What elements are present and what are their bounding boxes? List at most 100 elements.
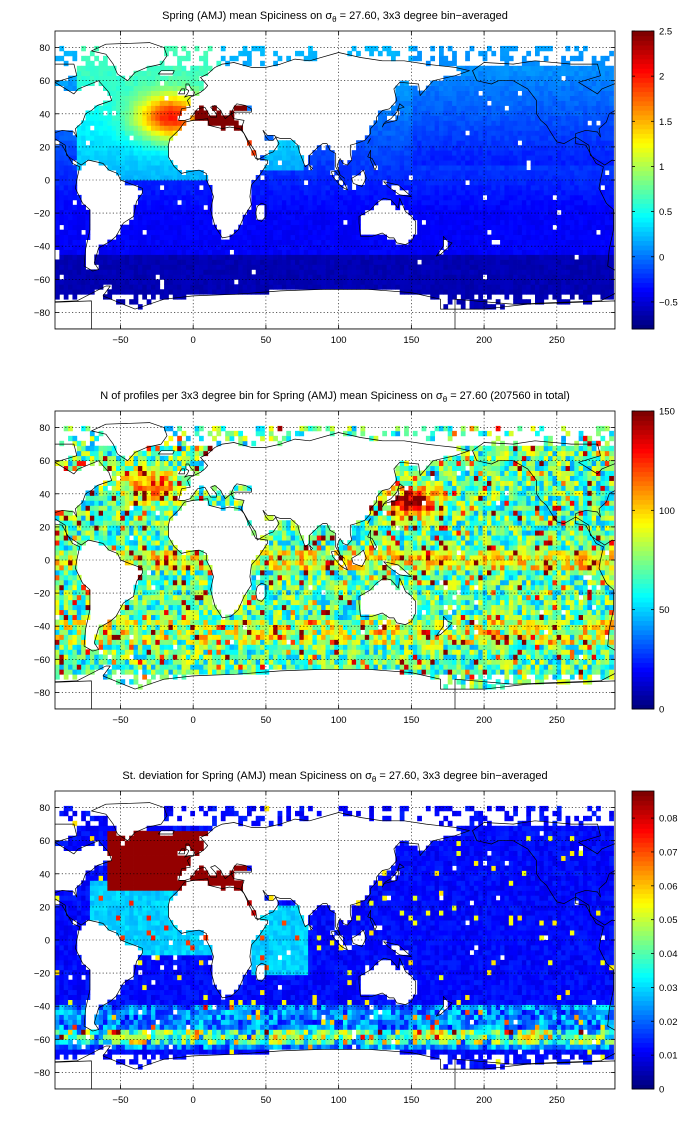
- bin-cell: [430, 184, 436, 191]
- bin-cell: [329, 244, 335, 250]
- bin-cell: [600, 65, 606, 72]
- bin-cell: [233, 55, 239, 62]
- bin-cell: [290, 170, 296, 176]
- bin-cell: [443, 85, 449, 91]
- bin-cell: [89, 150, 95, 156]
- bin-cell: [569, 150, 575, 156]
- bin-cell: [107, 279, 113, 285]
- bin-cell: [574, 120, 580, 126]
- bin-cell: [181, 259, 187, 265]
- bin-cell: [487, 45, 492, 52]
- bin-cell: [443, 55, 449, 62]
- bin-cell: [338, 234, 344, 240]
- bin-cell: [81, 279, 86, 285]
- bin-cell: [281, 259, 287, 265]
- bin-cell: [290, 209, 296, 216]
- bin-cell: [63, 204, 69, 211]
- bin-cell: [395, 274, 401, 280]
- bin-cell: [530, 264, 536, 270]
- bin-cell: [513, 219, 518, 226]
- bin-cell: [59, 244, 65, 250]
- bin-cell: [495, 120, 501, 126]
- bin-cell: [172, 120, 178, 126]
- bin-cell: [395, 115, 401, 121]
- bin-cell: [264, 209, 270, 216]
- bin-cell: [543, 100, 549, 106]
- bin-cell: [199, 239, 204, 245]
- bin-cell: [264, 219, 270, 226]
- bin-cell: [421, 125, 427, 131]
- bin-cell: [395, 249, 401, 255]
- bin-cell: [216, 264, 222, 270]
- bin-cell: [199, 204, 204, 211]
- bin-cell: [526, 189, 532, 196]
- bin-cell: [583, 294, 588, 300]
- bin-cell: [447, 130, 453, 136]
- bin-cell: [565, 214, 571, 221]
- bin-cell: [251, 239, 257, 245]
- bin-cell: [591, 254, 597, 260]
- bin-cell: [81, 204, 86, 211]
- bin-cell: [260, 244, 265, 250]
- bin-cell: [120, 249, 126, 255]
- bin-cell: [425, 85, 431, 91]
- bin-cell: [155, 184, 161, 191]
- bin-cell: [63, 135, 69, 141]
- bin-cell: [425, 274, 431, 280]
- bin-cell: [199, 194, 204, 201]
- bin-cell: [508, 254, 514, 260]
- bin-cell: [347, 209, 353, 216]
- bin-cell: [177, 279, 182, 285]
- bin-cell: [500, 95, 505, 101]
- bin-cell: [412, 115, 418, 121]
- bin-cell: [425, 264, 431, 270]
- bin-cell: [578, 110, 584, 116]
- bin-cell: [596, 80, 601, 87]
- bin-cell: [76, 125, 82, 131]
- bin-cell: [120, 125, 126, 131]
- bin-cell: [600, 239, 606, 245]
- bin-cell: [351, 234, 357, 240]
- bin-cell: [159, 214, 165, 221]
- bin-cell: [133, 175, 139, 181]
- bin-cell: [569, 279, 575, 285]
- bin-cell: [404, 170, 409, 176]
- bin-cell: [412, 239, 418, 245]
- bin-cell: [443, 194, 449, 201]
- bin-cell: [63, 294, 69, 300]
- bin-cell: [85, 120, 91, 126]
- bin-cell: [604, 184, 610, 191]
- bin-cell: [277, 199, 283, 206]
- bin-cell: [194, 289, 200, 295]
- bin-cell: [395, 160, 401, 166]
- bin-cell: [591, 244, 597, 250]
- bin-cell: [609, 244, 614, 250]
- bin-cell: [255, 264, 261, 270]
- bin-cell: [530, 135, 536, 141]
- bin-cell: [521, 284, 527, 290]
- bin-cell: [473, 264, 479, 270]
- bin-cell: [290, 150, 296, 156]
- bin-cell: [168, 279, 174, 285]
- bin-cell: [556, 120, 562, 126]
- bin-cell: [172, 234, 178, 240]
- bin-cell: [473, 234, 479, 240]
- bin-cell: [609, 105, 614, 111]
- bin-cell: [513, 279, 518, 285]
- bin-cell: [312, 199, 318, 206]
- bin-cell: [482, 75, 488, 82]
- bin-cell: [452, 259, 457, 265]
- bin-cell: [68, 160, 73, 166]
- bin-cell: [513, 125, 518, 131]
- bin-cell: [151, 189, 156, 196]
- bin-cell: [334, 254, 340, 260]
- bin-cell: [273, 229, 278, 236]
- bin-cell: [417, 184, 422, 191]
- bin-cell: [539, 115, 545, 121]
- bin-cell: [172, 239, 178, 245]
- bin-cell: [408, 204, 414, 211]
- bin-cell: [408, 165, 414, 171]
- bin-cell: [460, 234, 466, 240]
- bin-cell: [68, 75, 73, 82]
- bin-cell: [373, 155, 379, 161]
